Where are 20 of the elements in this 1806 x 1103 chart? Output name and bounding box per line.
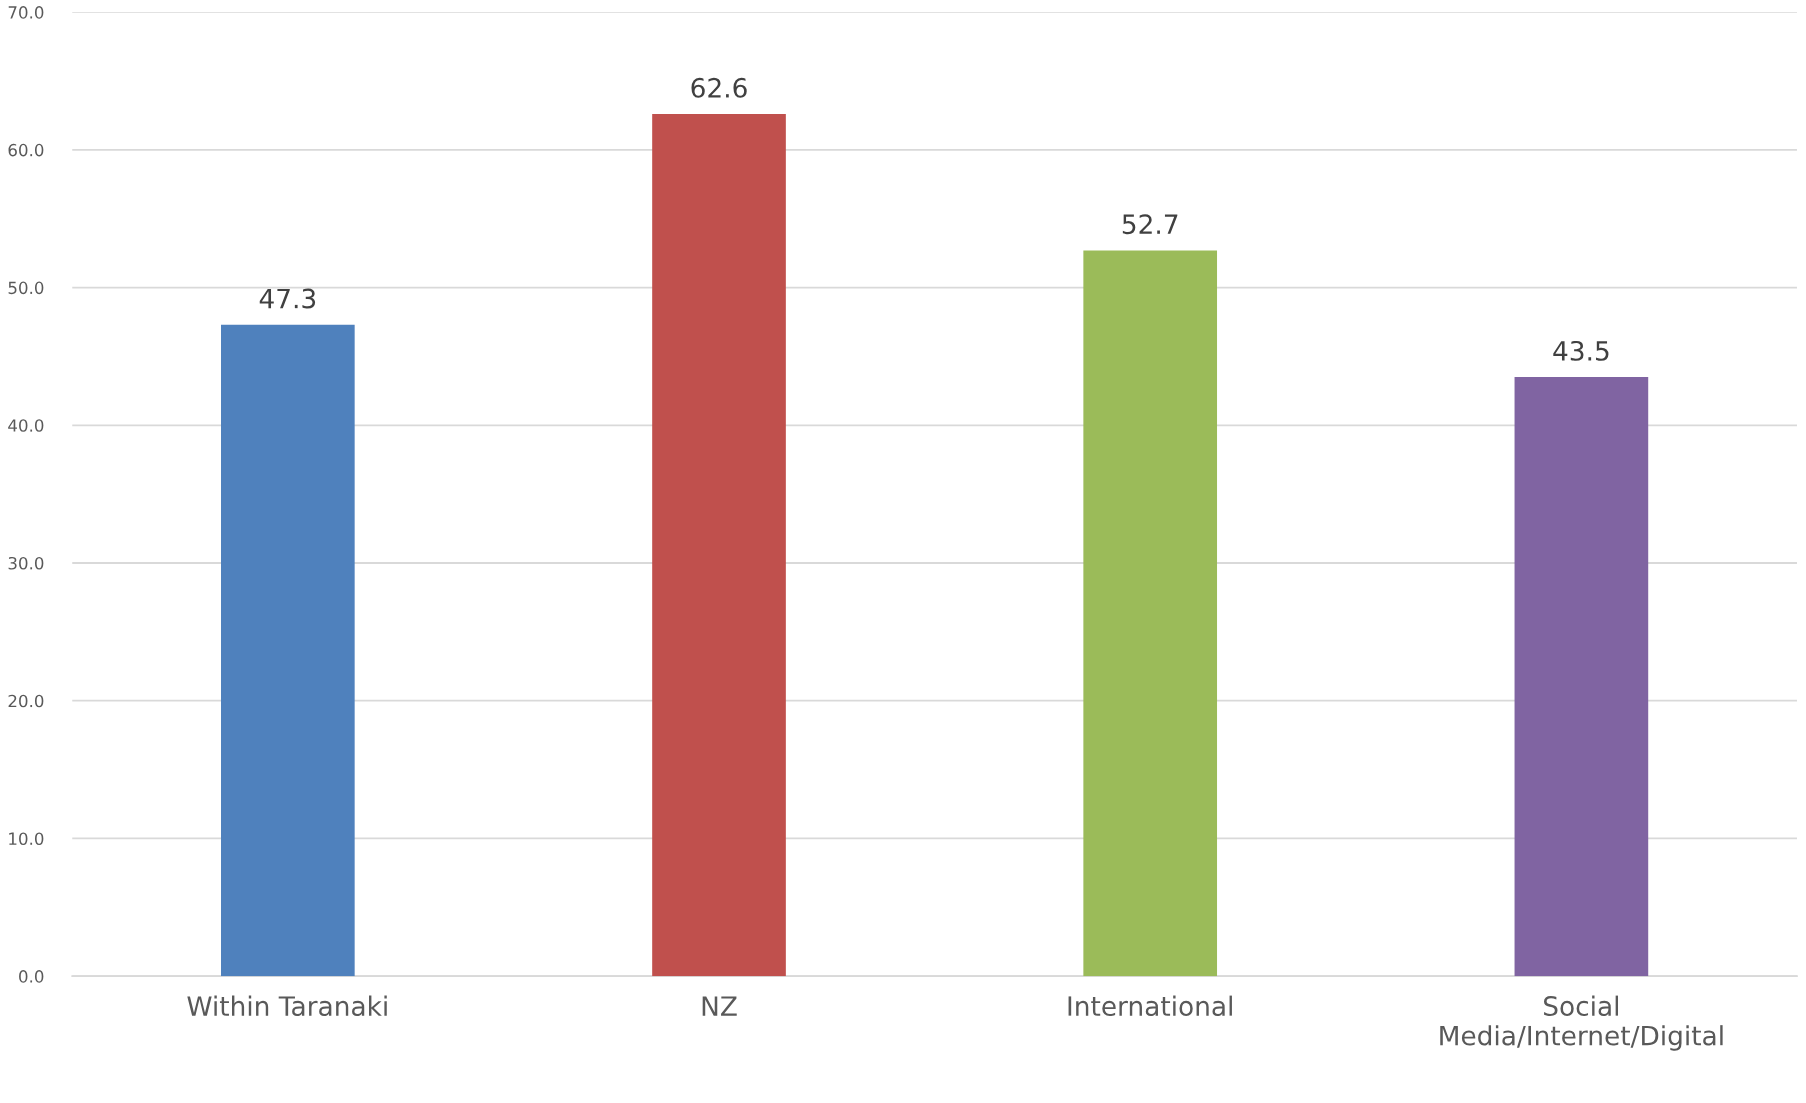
y-tick-label: 0.0 (19, 970, 44, 983)
data-label: 62.6 (691, 77, 747, 98)
y-tick-label: 60.0 (8, 143, 44, 157)
bar (1083, 250, 1218, 977)
data-label: 43.5 (1553, 340, 1609, 361)
y-tick-label: 10.0 (9, 832, 44, 846)
x-tick-label: Social Media/Internet/Digital (1440, 995, 1723, 1051)
y-tick-label: 50.0 (8, 281, 44, 295)
y-tick-label: 30.0 (8, 556, 44, 570)
y-tick-label: 70.0 (8, 6, 44, 19)
y-tick-label: 40.0 (8, 419, 44, 432)
x-tick-label: International (1068, 995, 1232, 1017)
bar (1514, 377, 1649, 977)
bar (221, 324, 355, 977)
x-tick-label: NZ (702, 996, 737, 1016)
data-label: 47.3 (259, 288, 316, 309)
data-label: 52.7 (1122, 214, 1178, 235)
y-tick-label: 20.0 (8, 694, 44, 708)
x-tick-label: Within Taranaki (187, 995, 387, 1017)
bar (652, 114, 786, 977)
